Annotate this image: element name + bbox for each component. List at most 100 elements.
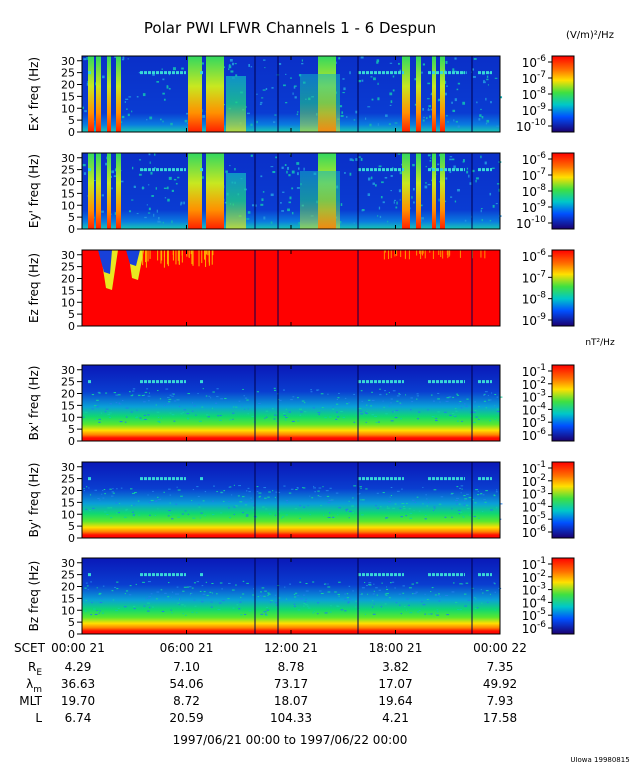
noise-speck [309,514,311,516]
noise-speck [228,65,232,69]
noise-speck [135,583,137,585]
colorbar-tick-label: 10-9 [522,102,547,118]
noise-speck [422,486,424,488]
noise-speck [475,179,477,183]
noise-speck [400,418,402,420]
y-tick-label: 30 [61,557,75,570]
noise-speck [297,609,301,611]
colorbar-exponent: -2 [537,569,546,579]
noise-speck [368,584,370,586]
noise-speck [439,596,441,598]
noise-speck [475,416,479,418]
noise-speck [202,500,205,502]
noise-speck [210,606,213,608]
noise-speck [248,491,251,493]
noise-speck [147,395,151,397]
noise-speck [98,592,102,594]
noise-speck [290,488,294,490]
noise-speck [296,486,299,488]
noise-speck [467,599,470,601]
noise-speck [290,399,293,401]
noise-speck [154,514,157,516]
noise-speck [357,493,361,495]
noise-speck [414,78,417,81]
noise-speck [219,582,223,584]
noise-speck [478,118,481,121]
noise-speck [370,176,373,179]
ephemeris-value: 4.21 [382,711,409,725]
noise-speck [240,614,243,616]
noise-speck [285,514,288,516]
ez-streak [208,250,210,264]
noise-speck [177,399,180,401]
noise-speck [93,405,97,407]
noise-speck [232,412,235,414]
noise-speck [344,172,346,174]
noise-speck [246,399,249,401]
noise-speck [376,507,380,509]
noise-speck [427,183,431,186]
noise-speck [283,415,286,417]
noise-speck [267,593,271,595]
noise-speck [299,414,302,416]
noise-speck [272,408,274,410]
noise-speck [194,605,197,607]
noise-speck [197,393,199,395]
noise-speck [286,501,288,503]
noise-speck [295,489,298,491]
noise-speck [429,115,431,118]
noise-speck [433,489,437,491]
emission-burst [188,153,202,229]
noise-speck [487,395,489,397]
noise-speck [105,408,109,410]
noise-speck [296,162,300,165]
noise-speck [238,485,241,487]
noise-speck [300,598,304,600]
noise-speck [83,490,86,492]
noise-speck [143,401,146,403]
noise-speck [186,413,190,415]
noise-speck [482,592,484,594]
colorbar-exponent: -8 [537,291,546,301]
noise-speck [162,120,164,123]
noise-speck [256,93,258,95]
noise-speck [388,123,391,125]
noise-speck [430,591,432,593]
noise-speck [267,592,270,594]
noise-speck [223,490,226,492]
noise-speck [169,412,172,414]
colorbar-base: 10 [522,622,537,636]
noise-speck [172,67,176,71]
x-tick-label: 12:00 21 [264,641,318,655]
noise-speck [361,400,364,402]
colorbar-base: 10 [522,571,537,585]
noise-speck [157,499,161,501]
noise-speck [267,496,270,498]
noise-speck [191,587,194,589]
ez-streak [192,250,194,266]
noise-speck [147,400,150,402]
noise-speck [158,217,160,220]
noise-speck [449,396,452,398]
noise-speck [170,596,172,598]
noise-speck [380,506,382,508]
noise-speck [390,174,393,177]
noise-speck [452,582,455,584]
noise-speck [183,605,186,607]
noise-speck [242,512,244,514]
noise-speck [229,59,233,62]
noise-speck [399,199,401,201]
noise-speck [396,201,398,205]
noise-speck [262,89,266,91]
noise-speck [103,489,106,491]
noise-speck [456,420,459,422]
noise-speck [233,506,236,508]
noise-speck [412,187,415,191]
noise-speck [109,488,112,490]
noise-speck [301,62,304,65]
noise-speck [464,498,468,500]
noise-speck [331,499,334,501]
noise-speck [412,593,414,595]
noise-speck [398,62,400,65]
noise-speck [485,122,488,125]
